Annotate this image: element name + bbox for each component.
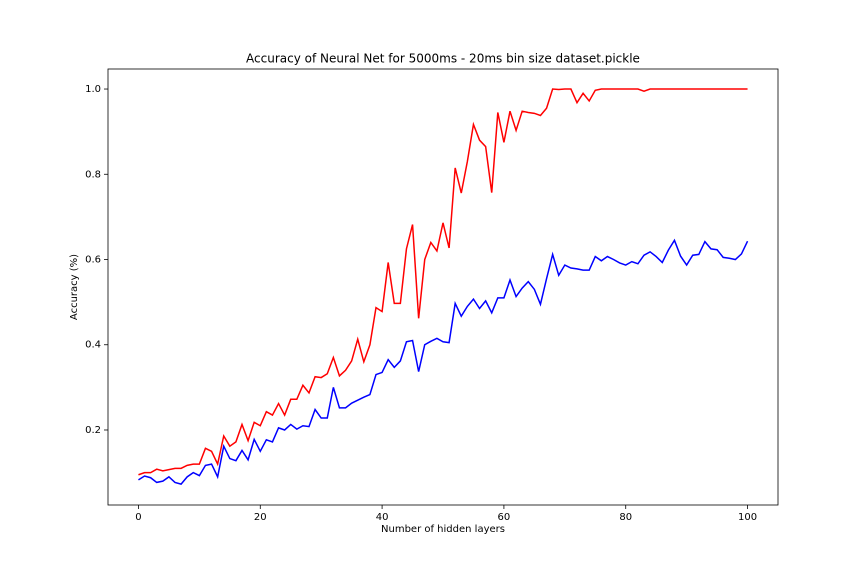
y-tick-label: 1.0 bbox=[85, 84, 101, 95]
y-tick-label: 0.4 bbox=[85, 340, 101, 351]
x-tick-label: 40 bbox=[376, 512, 389, 523]
x-tick-label: 80 bbox=[619, 512, 632, 523]
y-tick-label: 0.6 bbox=[85, 255, 101, 266]
series-line bbox=[138, 88, 748, 476]
chart-title: Accuracy of Neural Net for 5000ms - 20ms… bbox=[246, 52, 640, 66]
x-tick-label: 100 bbox=[738, 512, 757, 523]
y-axis-label: Accuracy (%) bbox=[69, 254, 80, 320]
y-tick-label: 0.8 bbox=[85, 169, 101, 180]
y-tick-label: 0.2 bbox=[85, 425, 101, 436]
x-axis-label: Number of hidden layers bbox=[381, 524, 505, 535]
axes-frame bbox=[107, 68, 779, 506]
x-tick-label: 20 bbox=[254, 512, 267, 523]
x-tick-label: 60 bbox=[498, 512, 511, 523]
x-tick-label: 0 bbox=[135, 512, 141, 523]
series-line bbox=[138, 238, 749, 485]
